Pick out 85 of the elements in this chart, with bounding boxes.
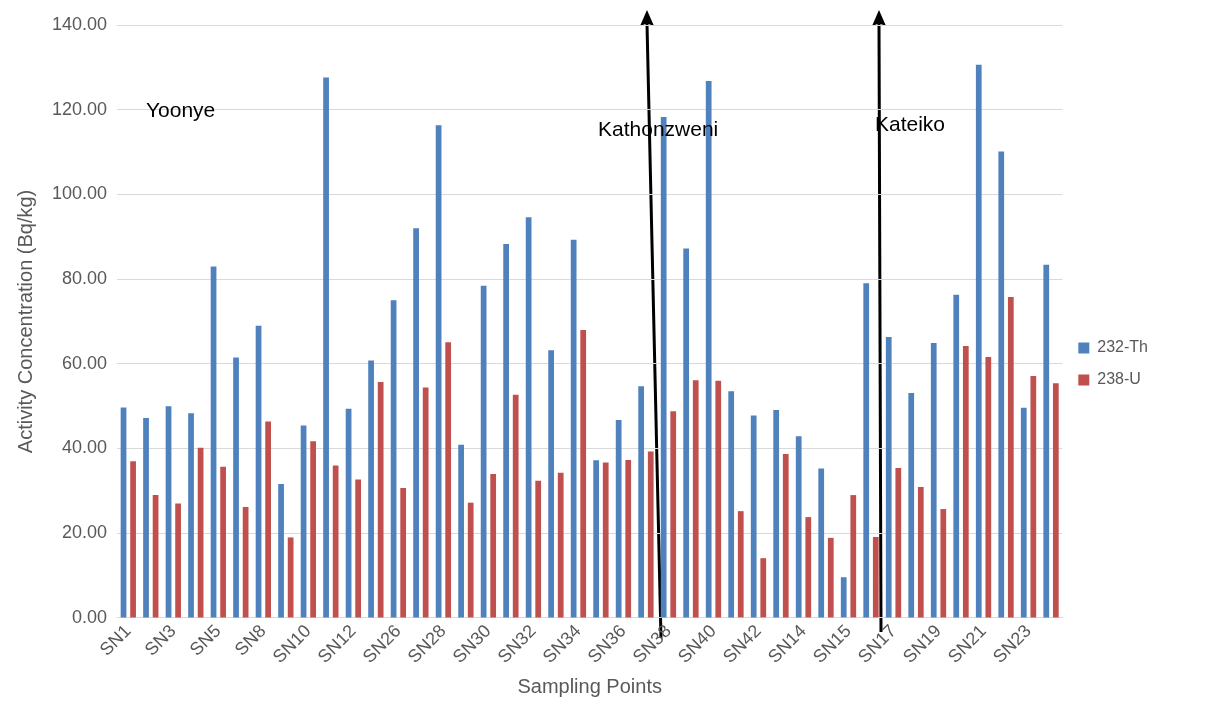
legend-label: 232-Th bbox=[1097, 338, 1149, 356]
y-tick-label: 120.00 bbox=[51, 98, 108, 119]
bar bbox=[638, 386, 645, 618]
bar bbox=[602, 462, 609, 618]
bar bbox=[310, 441, 317, 618]
bar bbox=[917, 487, 924, 618]
y-tick-label: 60.00 bbox=[62, 352, 108, 373]
y-tick-label: 80.00 bbox=[62, 268, 108, 289]
x-tick-label: SN8 bbox=[230, 620, 270, 660]
bar bbox=[422, 387, 429, 618]
bar bbox=[940, 509, 947, 618]
bar bbox=[1043, 264, 1050, 618]
bar bbox=[872, 537, 879, 618]
bar bbox=[750, 415, 757, 618]
bar bbox=[782, 454, 789, 618]
bar bbox=[233, 357, 239, 618]
bar bbox=[670, 411, 677, 618]
bar bbox=[332, 465, 339, 618]
bar bbox=[503, 243, 509, 618]
bar bbox=[188, 413, 194, 618]
bar bbox=[818, 468, 825, 618]
y-tick-label: 40.00 bbox=[62, 437, 108, 458]
bar bbox=[570, 239, 577, 618]
bar bbox=[805, 517, 812, 618]
bar bbox=[265, 421, 271, 618]
y-tick-label: 100.00 bbox=[51, 183, 108, 204]
bar bbox=[1030, 376, 1037, 618]
bar bbox=[1007, 296, 1014, 618]
y-axis-title: Activity Concentration (Bq/kg) bbox=[13, 189, 36, 454]
bar bbox=[885, 337, 892, 618]
bar bbox=[278, 484, 284, 618]
bar bbox=[840, 577, 847, 618]
bar bbox=[773, 409, 780, 618]
bar bbox=[737, 511, 744, 618]
bar bbox=[692, 380, 699, 618]
bar bbox=[827, 537, 834, 618]
bar bbox=[895, 467, 902, 618]
bar bbox=[760, 558, 767, 618]
y-tick-label: 0.00 bbox=[72, 606, 108, 627]
bar bbox=[593, 460, 600, 618]
bar bbox=[557, 472, 564, 618]
bar bbox=[377, 382, 384, 618]
bar bbox=[715, 380, 722, 618]
bar bbox=[850, 495, 857, 618]
bar bbox=[985, 357, 992, 618]
bar bbox=[1052, 383, 1059, 618]
bar bbox=[962, 346, 969, 618]
bar bbox=[512, 394, 519, 618]
bar bbox=[490, 473, 497, 618]
bar bbox=[728, 391, 735, 618]
bar bbox=[975, 64, 982, 618]
bar bbox=[580, 329, 587, 618]
bar bbox=[998, 151, 1005, 618]
x-tick-label: SN3 bbox=[140, 620, 180, 660]
bar bbox=[795, 436, 802, 618]
bar bbox=[525, 217, 532, 618]
bar bbox=[175, 503, 181, 618]
bar bbox=[615, 420, 622, 618]
legend-label: 238-U bbox=[1097, 370, 1141, 388]
bar bbox=[143, 418, 149, 618]
bar bbox=[908, 393, 915, 618]
bar bbox=[355, 479, 362, 618]
bar bbox=[400, 487, 407, 618]
bar bbox=[683, 248, 690, 618]
annotation: Yoonye bbox=[146, 98, 216, 122]
bar bbox=[1020, 407, 1027, 618]
x-axis-title: Sampling Points bbox=[517, 674, 662, 697]
bar bbox=[287, 537, 294, 618]
bar bbox=[548, 350, 555, 618]
bar bbox=[323, 77, 329, 618]
bar bbox=[130, 461, 136, 618]
bar bbox=[647, 451, 654, 618]
bar bbox=[368, 360, 374, 618]
bar bbox=[467, 502, 474, 618]
bar bbox=[535, 480, 542, 618]
bar bbox=[413, 228, 419, 618]
bar bbox=[930, 343, 937, 618]
bar bbox=[625, 459, 632, 618]
bar bbox=[220, 466, 226, 618]
y-tick-label: 20.00 bbox=[62, 522, 108, 543]
bar bbox=[445, 342, 452, 618]
bar bbox=[863, 283, 870, 618]
bar bbox=[458, 444, 464, 618]
bar bbox=[953, 294, 960, 618]
y-tick-label: 140.00 bbox=[51, 13, 108, 34]
